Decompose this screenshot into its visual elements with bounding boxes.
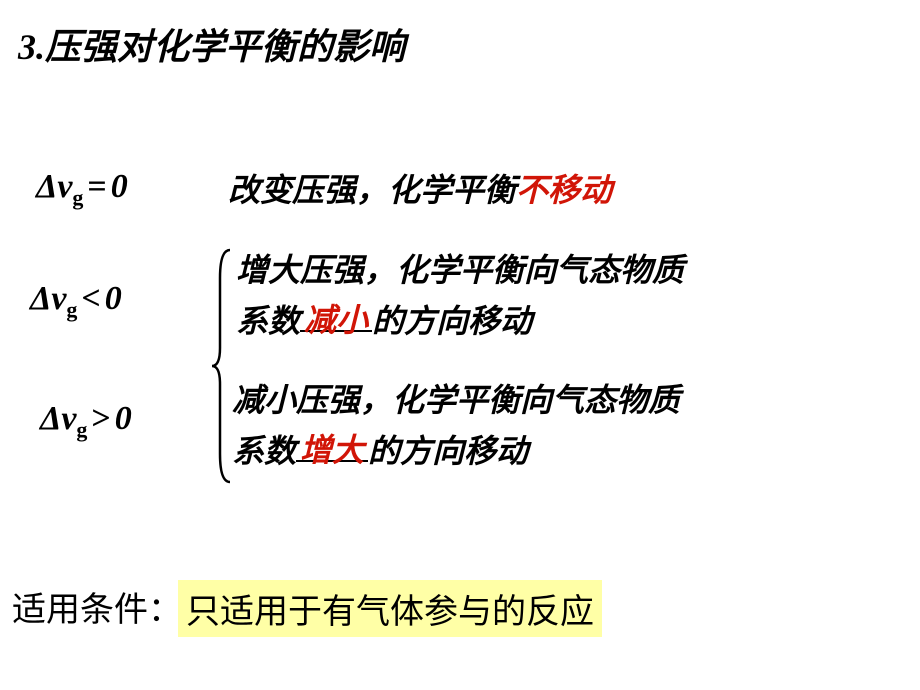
var-nu: ν	[57, 168, 72, 205]
blank-1: 减小	[300, 298, 372, 332]
blank-2: 增大	[296, 428, 368, 462]
line3a: 减小压强，化学平衡向气态物质	[232, 382, 680, 418]
line1-before: 改变压强，化学平衡	[228, 172, 516, 208]
line1-highlight: 不移动	[516, 172, 612, 208]
blank-1-fill: 减小	[304, 295, 368, 346]
operator-gt: >	[91, 400, 110, 437]
var-nu: ν	[51, 280, 66, 317]
line3b-before: 系数	[232, 433, 296, 469]
subscript-g: g	[72, 185, 83, 210]
var-nu: ν	[61, 400, 76, 437]
subscript-g: g	[66, 297, 77, 322]
subscript-g: g	[76, 417, 87, 442]
line1-text: 改变压强，化学平衡不移动	[228, 165, 868, 216]
line3b-after: 的方向移动	[368, 433, 528, 469]
formula-eq-zero: Δνg=0	[36, 168, 128, 211]
value-zero: 0	[111, 168, 128, 205]
curly-bracket-icon	[210, 248, 234, 484]
condition-value: 只适用于有气体参与的反应	[178, 580, 602, 637]
delta-symbol: Δ	[40, 400, 61, 437]
line3-text: 减小压强，化学平衡向气态物质 系数增大的方向移动	[232, 375, 872, 477]
formula-gt-zero: Δνg>0	[40, 400, 132, 443]
page-title: 3.压强对化学平衡的影响	[18, 18, 405, 70]
line2-text: 增大压强，化学平衡向气态物质 系数减小的方向移动	[236, 245, 876, 347]
blank-2-fill: 增大	[300, 425, 364, 476]
formula-lt-zero: Δνg<0	[30, 280, 122, 323]
operator-lt: <	[81, 280, 100, 317]
value-zero: 0	[115, 400, 132, 437]
condition-label: 适用条件：	[12, 582, 182, 631]
line2b-after: 的方向移动	[372, 303, 532, 339]
value-zero: 0	[105, 280, 122, 317]
operator-eq: =	[87, 168, 106, 205]
line2a: 增大压强，化学平衡向气态物质	[236, 252, 684, 288]
line2b-before: 系数	[236, 303, 300, 339]
delta-symbol: Δ	[30, 280, 51, 317]
delta-symbol: Δ	[36, 168, 57, 205]
